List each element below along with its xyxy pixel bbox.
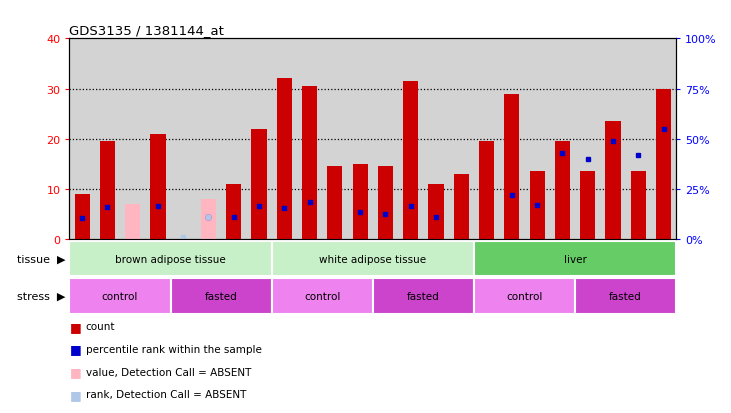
Text: stress  ▶: stress ▶ [18,291,66,301]
Bar [302,87,317,240]
Bar [479,142,494,240]
Bar [151,134,165,240]
Bar [428,185,444,240]
Text: value, Detection Call = ABSENT: value, Detection Call = ABSENT [86,367,251,377]
Bar [378,167,393,240]
Bar [529,172,545,240]
Bar [454,174,469,240]
Text: liver: liver [564,254,586,264]
Bar [99,142,115,240]
Text: percentile rank within the sample: percentile rank within the sample [86,344,262,354]
Bar [201,199,216,240]
Text: control: control [304,291,341,301]
Text: count: count [86,321,115,331]
Text: fasted: fasted [407,291,440,301]
Text: ■: ■ [69,388,81,401]
Bar [656,89,671,240]
Bar [170,279,272,314]
Bar [474,242,676,277]
Text: ■: ■ [69,320,81,333]
Bar [125,204,140,240]
Bar [272,279,373,314]
Text: control: control [507,291,542,301]
Bar [575,279,676,314]
Text: ■: ■ [69,342,81,356]
Text: fasted: fasted [205,291,238,301]
Bar [69,279,170,314]
Text: control: control [102,291,138,301]
Bar [403,82,418,240]
Text: GDS3135 / 1381144_at: GDS3135 / 1381144_at [69,24,224,37]
Bar [69,242,272,277]
Bar [75,195,90,240]
Bar [504,94,520,240]
Bar [373,279,474,314]
Bar [352,164,368,240]
Bar [580,172,595,240]
Text: tissue  ▶: tissue ▶ [18,254,66,264]
Text: white adipose tissue: white adipose tissue [319,254,426,264]
Text: ■: ■ [69,365,81,378]
Bar [226,185,241,240]
Bar [555,142,570,240]
Bar [277,79,292,240]
Bar [631,172,645,240]
Bar [251,129,267,240]
Text: brown adipose tissue: brown adipose tissue [115,254,226,264]
Bar [605,122,621,240]
Text: rank, Detection Call = ABSENT: rank, Detection Call = ABSENT [86,389,246,399]
Bar [272,242,474,277]
Bar [327,167,342,240]
Text: fasted: fasted [609,291,642,301]
Bar [474,279,575,314]
